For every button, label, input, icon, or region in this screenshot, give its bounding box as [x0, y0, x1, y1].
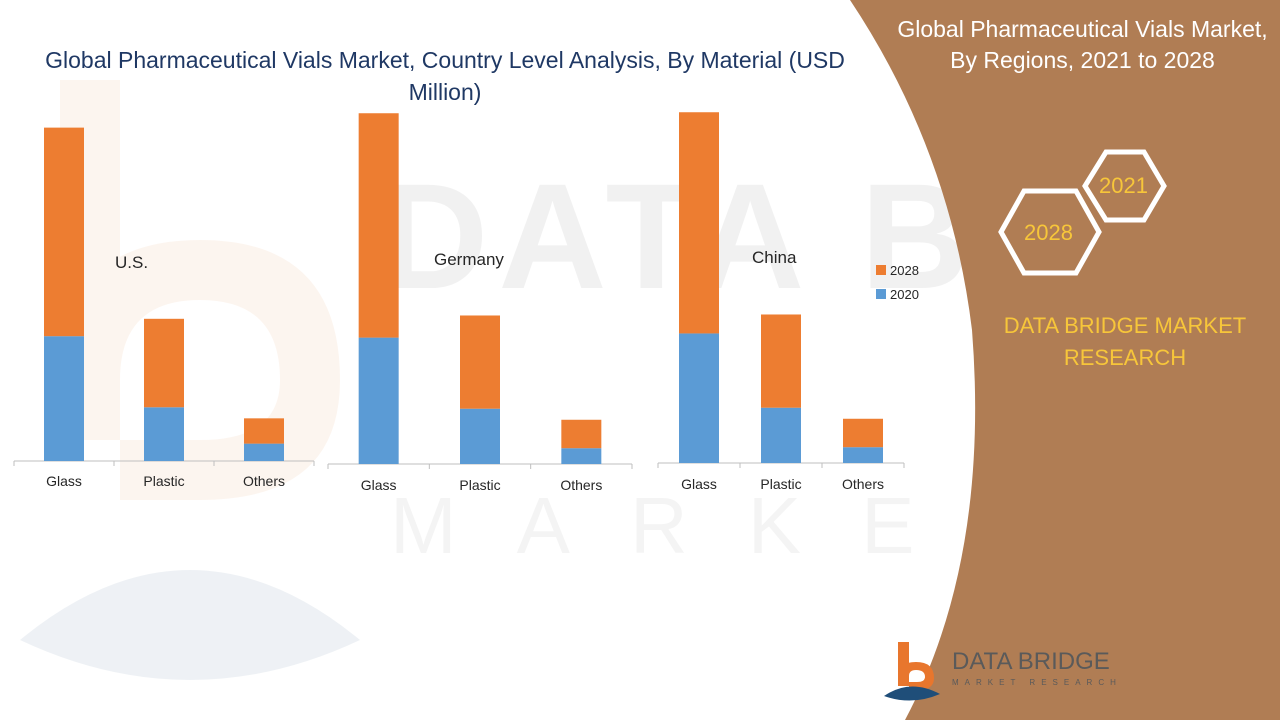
bar-us-others-2028 — [244, 418, 284, 444]
hexagon-2021 — [1082, 149, 1167, 223]
bar-china-glass-2028 — [679, 112, 719, 334]
hexagon-2028 — [998, 188, 1102, 276]
chart-title: Global Pharmaceutical Vials Market, Coun… — [45, 47, 845, 105]
x-tick-label: Plastic — [459, 477, 500, 493]
hex-year-2028: 2028 — [1024, 220, 1073, 245]
bar-us-glass-2028 — [44, 127, 84, 337]
bar-china-plastic-2020 — [761, 407, 801, 463]
logo-name: DATA BRIDGE — [952, 648, 1110, 675]
bar-us-plastic-2020 — [144, 407, 184, 461]
bar-germany-plastic-2028 — [460, 315, 500, 409]
chart-country-label: U.S. — [115, 253, 148, 272]
bar-germany-others-2028 — [561, 419, 602, 449]
x-tick-label: Plastic — [760, 476, 801, 492]
bar-us-plastic-2028 — [144, 318, 184, 408]
logo-subtitle: MARKET RESEARCH — [952, 678, 1122, 687]
x-tick-label: Glass — [46, 473, 82, 489]
chart-country-label: China — [752, 248, 797, 267]
company-logo-icon — [884, 642, 940, 701]
bar-germany-glass-2020 — [358, 337, 399, 464]
bar-china-plastic-2028 — [761, 314, 801, 408]
bar-germany-others-2020 — [561, 448, 602, 464]
x-tick-label: Plastic — [143, 473, 184, 489]
x-tick-label: Glass — [361, 477, 397, 493]
bar-china-glass-2020 — [679, 333, 719, 463]
chart-country-label: Germany — [434, 250, 504, 269]
bar-china-others-2020 — [843, 447, 883, 463]
bar-us-glass-2020 — [44, 336, 84, 461]
legend-swatch-2028 — [876, 265, 886, 275]
company-name: DATA BRIDGE MARKET RESEARCH — [1003, 313, 1247, 370]
x-tick-label: Others — [560, 477, 602, 493]
side-panel-title: Global Pharmaceutical Vials Market, By R… — [897, 16, 1268, 73]
bar-us-others-2020 — [244, 443, 284, 461]
legend-label-2020: 2020 — [890, 287, 919, 302]
bar-china-others-2028 — [843, 418, 883, 448]
bar-germany-plastic-2020 — [460, 408, 500, 464]
x-tick-label: Glass — [681, 476, 717, 492]
legend-label-2028: 2028 — [890, 263, 919, 278]
legend-swatch-2020 — [876, 289, 886, 299]
x-tick-label: Others — [243, 473, 285, 489]
x-tick-label: Others — [842, 476, 884, 492]
hex-year-2021: 2021 — [1099, 173, 1148, 198]
bar-germany-glass-2028 — [358, 113, 399, 338]
